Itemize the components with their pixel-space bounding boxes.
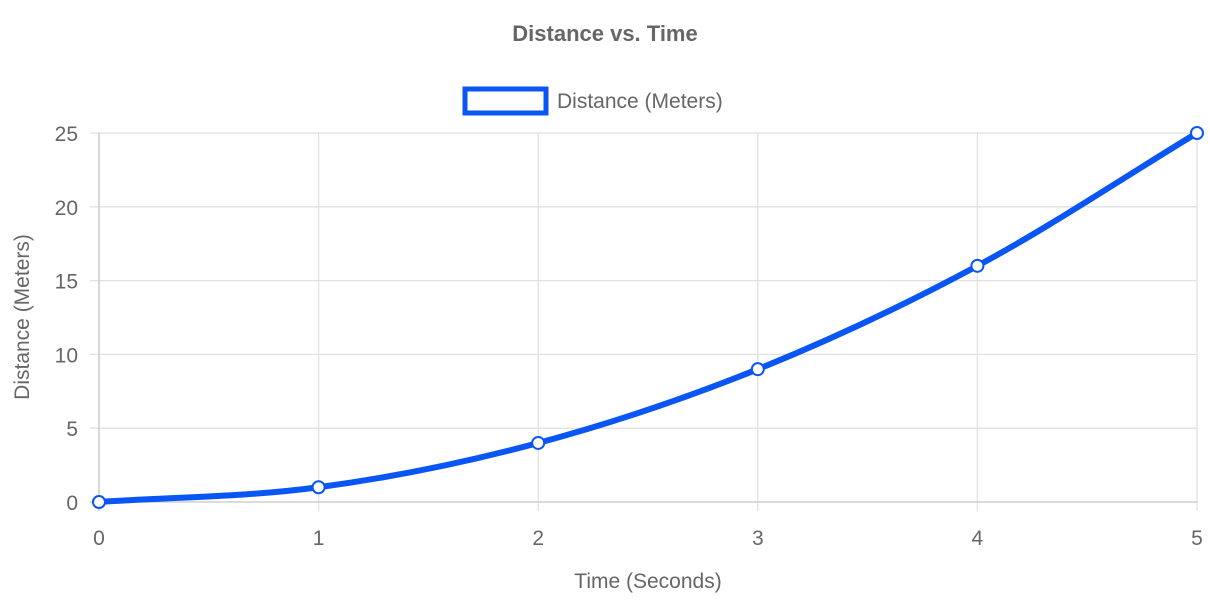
y-tick-label: 0 [66,492,78,515]
legend-label: Distance (Meters) [557,90,723,113]
chart-title: Distance vs. Time [512,21,697,46]
x-axis-ticks: 0 1 2 3 4 5 [93,527,1203,550]
axes [90,133,1197,511]
x-tick-label: 5 [1191,527,1203,550]
y-tick-label: 10 [55,344,78,367]
x-tick-label: 0 [93,527,105,550]
data-point[interactable] [750,362,765,377]
x-tick-label: 1 [313,527,325,550]
y-tick-label: 20 [55,197,78,220]
grid [90,132,1198,511]
y-tick-label: 5 [66,418,78,441]
x-axis-title: Time (Seconds) [574,570,721,593]
legend-swatch [462,86,549,116]
data-point[interactable] [531,435,546,450]
data-point[interactable] [1190,126,1204,140]
y-axis-title: Distance (Meters) [11,234,34,400]
y-axis-ticks: 0 5 10 15 20 25 [55,123,78,515]
data-point[interactable] [311,480,326,495]
x-tick-label: 2 [532,527,544,550]
legend[interactable]: Distance (Meters) [462,86,723,116]
x-tick-label: 3 [752,527,764,550]
data-point[interactable] [92,495,106,509]
data-point[interactable] [970,258,985,273]
series-line [96,130,1200,505]
x-tick-label: 4 [972,527,984,550]
series-layer [92,126,1204,509]
y-tick-label: 15 [55,271,78,294]
y-tick-label: 25 [55,123,78,146]
